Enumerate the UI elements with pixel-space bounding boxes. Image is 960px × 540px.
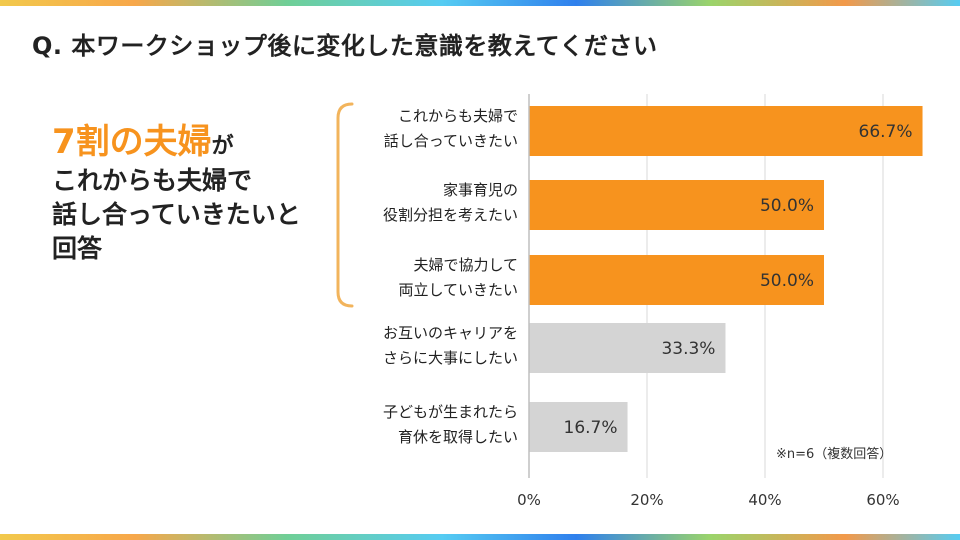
category-label-3-1: さらに大事にしたい (383, 349, 518, 367)
bar-1 (529, 180, 824, 230)
top-stripe (0, 0, 960, 6)
callout-line-1: これからも夫婦で (52, 166, 253, 195)
bottom-stripe (0, 534, 960, 540)
category-label-0-0: これからも夫婦で (398, 107, 518, 125)
tick-label-40: 40% (748, 491, 781, 509)
group-bracket (336, 102, 354, 308)
callout-line-2: 話し合っていきたいと (52, 200, 301, 229)
sample-note: ※n=6（複数回答） (776, 447, 893, 462)
value-label-2: 50.0% (760, 271, 814, 291)
category-label-2-0: 夫婦で協力して (413, 256, 518, 274)
callout-suffix: が (211, 134, 234, 159)
category-label-4-1: 育休を取得したい (398, 428, 518, 446)
category-label-1-0: 家事育児の (443, 181, 518, 199)
category-label-3-0: お互いのキャリアを (383, 324, 518, 342)
category-label-0-1: 話し合っていきたい (384, 132, 518, 150)
page-title: Q. 本ワークショップ後に変化した意識を教えてください (32, 32, 658, 60)
tick-label-0: 0% (517, 491, 541, 509)
category-label-2-1: 両立していきたい (398, 281, 518, 299)
callout-line-3: 回答 (52, 234, 103, 263)
callout-text: 7割の夫婦が これからも夫婦で 話し合っていきたいと 回答 (52, 122, 332, 266)
category-label-1-1: 役割分担を考えたい (383, 206, 518, 224)
bar-4 (529, 402, 628, 452)
bar-3 (529, 323, 726, 373)
value-label-1: 50.0% (760, 196, 814, 216)
bar-2 (529, 255, 824, 305)
value-label-4: 16.7% (564, 418, 618, 438)
callout-highlight: 7割の夫婦 (52, 122, 212, 162)
value-label-3: 33.3% (661, 339, 715, 359)
value-label-0: 66.7% (859, 122, 913, 142)
tick-label-60: 60% (866, 491, 899, 509)
tick-label-20: 20% (630, 491, 663, 509)
category-label-4-0: 子どもが生まれたら (383, 403, 518, 421)
bar-0 (529, 106, 923, 156)
